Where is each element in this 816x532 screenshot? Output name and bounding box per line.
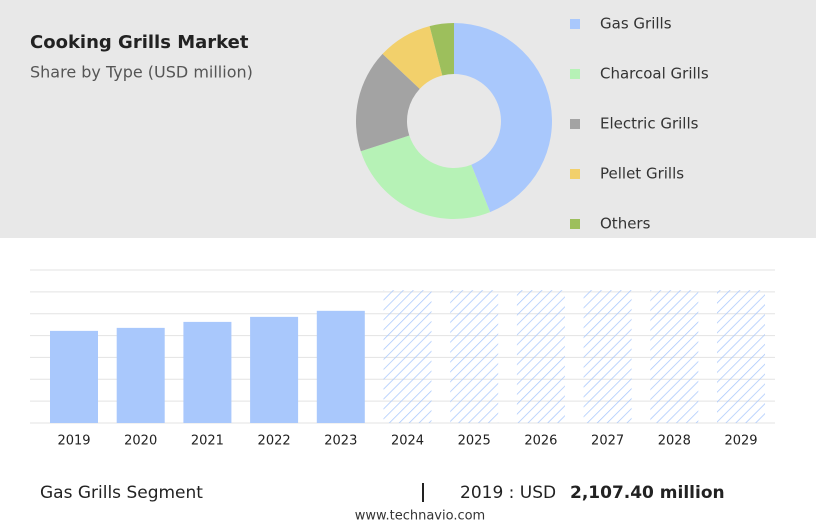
legend-label: Charcoal Grills — [600, 65, 709, 83]
footer-value: 2,107.40 million — [570, 483, 725, 503]
donut-slice — [454, 23, 553, 213]
footer-segment: Gas Grills Segment — [40, 483, 203, 503]
x-tick-label: 2021 — [191, 434, 224, 449]
forecast-bar — [650, 290, 699, 423]
donut-slice — [355, 53, 420, 152]
x-tick-label: 2019 — [57, 434, 90, 449]
chart-subtitle: Share by Type (USD million) — [30, 63, 253, 82]
donut-slice — [360, 135, 491, 219]
legend-label: Others — [600, 215, 651, 233]
chart-title: Cooking Grills Market — [30, 32, 249, 53]
bar — [250, 316, 299, 423]
forecast-bar — [516, 290, 565, 423]
legend-swatch — [570, 19, 580, 29]
legend-swatch — [570, 219, 580, 229]
legend-swatch — [570, 169, 580, 179]
x-tick-label: 2028 — [658, 434, 691, 449]
x-tick-label: 2020 — [124, 434, 157, 449]
donut-chart: Gas Grills Charcoal Grills Electric Grills… — [355, 15, 709, 233]
forecast-bar — [583, 290, 632, 423]
donut-slice — [429, 23, 454, 76]
legend-label: Electric Grills — [600, 115, 699, 133]
source: www.technavio.com — [355, 509, 485, 524]
bar-chart: 2019 2020 2021 2022 2023 2024 2025 2026 2027 2028… — [30, 269, 775, 449]
bar — [316, 310, 365, 423]
legend-swatch — [570, 69, 580, 79]
x-tick-label: 2025 — [458, 434, 491, 449]
legend-label: Pellet Grills — [600, 165, 684, 183]
x-tick-label: 2029 — [724, 434, 757, 449]
bar — [183, 321, 232, 423]
legend-swatch — [570, 119, 580, 129]
x-tick-label: 2026 — [524, 434, 557, 449]
forecast-bar — [450, 290, 499, 423]
x-tick-label: 2024 — [391, 434, 424, 449]
forecast-bar — [717, 290, 765, 423]
forecast-bar — [383, 290, 432, 423]
x-tick-label: 2023 — [324, 434, 357, 449]
bar — [116, 327, 165, 423]
legend-label: Gas Grills — [600, 15, 672, 33]
x-tick-label: 2022 — [258, 434, 291, 449]
footer-prefix: 2019 : USD — [460, 483, 556, 503]
bar — [50, 330, 98, 423]
donut-slice — [382, 26, 443, 89]
x-tick-label: 2027 — [591, 434, 624, 449]
